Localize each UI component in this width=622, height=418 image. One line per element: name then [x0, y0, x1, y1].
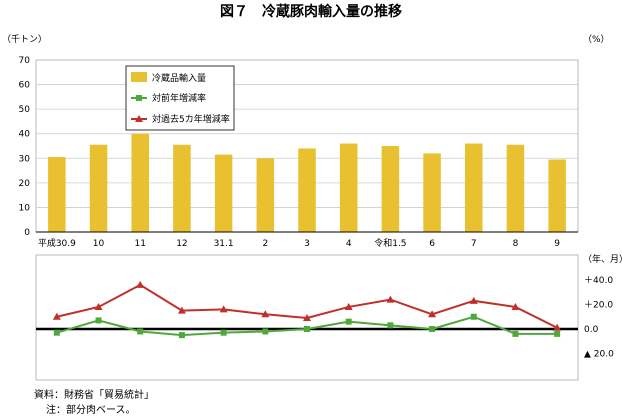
point-yoy-9 [429, 326, 436, 332]
bottom-y-tick-labels: ＋40.0 ＋20.0 0.0 ▲ 20.0 [584, 275, 614, 360]
bottom-panel: ＋40.0 ＋20.0 0.0 ▲ 20.0 [35, 254, 614, 381]
bar-3 [173, 144, 191, 232]
bar-9 [423, 153, 441, 232]
point-yoy-2 [137, 328, 144, 335]
bar-5 [256, 158, 275, 232]
x-tick-label: 6 [429, 239, 435, 249]
point-5yr-7 [344, 302, 353, 310]
bottom-y-tick-label: ＋40.0 [584, 275, 613, 286]
point-5yr-9 [428, 310, 437, 318]
point-yoy-7 [345, 318, 352, 325]
legend-triangle-marker [135, 115, 143, 122]
point-5yr-2 [136, 280, 145, 288]
point-5yr-4 [219, 305, 228, 313]
legend-bar-swatch [131, 72, 147, 82]
point-5yr-6 [303, 313, 311, 321]
point-5yr-0 [52, 312, 61, 320]
legend-label-bar: 冷蔵品輸入量 [152, 72, 206, 84]
point-5yr-3 [177, 306, 186, 314]
chart-title: 図７ 冷蔵豚肉輸入量の推移 [220, 3, 402, 20]
x-tick-label: 2 [262, 239, 268, 249]
x-tick-label: 8 [513, 239, 519, 249]
top-y-tick-label: 70 [19, 56, 31, 66]
x-tick-label: 令和1.5 [374, 237, 406, 249]
point-yoy-0 [53, 329, 60, 336]
point-5yr-12 [553, 323, 562, 331]
point-yoy-4 [220, 329, 227, 336]
bottom-y-tick-label: 0.0 [584, 325, 599, 335]
point-5yr-1 [94, 302, 103, 310]
x-tick-label: 9 [554, 239, 560, 249]
bar-2 [131, 133, 149, 232]
bar-series [48, 133, 566, 232]
bar-0 [48, 157, 66, 232]
point-5yr-8 [386, 295, 395, 303]
top-y-tick-label: 50 [19, 105, 31, 115]
point-yoy-12 [554, 330, 561, 337]
legend-label-5yr: 対過去5カ年増減率 [152, 113, 230, 125]
point-yoy-3 [178, 332, 185, 339]
x-tick-label: 10 [93, 239, 105, 249]
source-note: 資料：財務省「貿易統計」 [34, 388, 154, 401]
point-5yr-11 [511, 302, 520, 310]
point-yoy-5 [262, 328, 269, 335]
bottom-plot-frame [35, 254, 579, 381]
point-yoy-8 [387, 322, 394, 329]
point-yoy-1 [95, 317, 102, 324]
x-tick-label: 平成30.9 [38, 237, 76, 249]
bottom-y-tick-label: ＋20.0 [584, 300, 613, 311]
bar-11 [506, 144, 525, 232]
x-unit-label: （年、月） [583, 253, 622, 265]
top-y-tick-label: 0 [24, 228, 30, 238]
x-tick-label: 4 [346, 239, 352, 249]
point-5yr-5 [261, 310, 270, 318]
top-y-tick-label: 60 [19, 81, 31, 91]
top-y-tick-labels: 0 10 20 30 40 50 60 70 [19, 56, 31, 238]
point-5yr-10 [469, 296, 478, 304]
point-yoy-6 [304, 326, 310, 332]
bar-1 [89, 144, 108, 232]
bar-10 [465, 143, 483, 232]
point-yoy-11 [512, 330, 519, 337]
top-y-tick-label: 10 [19, 203, 31, 213]
footnote: 注：部分肉ベース。 [46, 403, 136, 416]
bottom-y-tick-label: ▲ 20.0 [584, 350, 614, 360]
bar-4 [214, 154, 233, 232]
top-y-tick-label: 40 [19, 130, 31, 140]
x-tick-label: 3 [304, 239, 310, 249]
bottom-y-unit: （%） [583, 34, 610, 45]
legend-label-yoy: 対前年増減率 [152, 92, 206, 104]
legend: 冷蔵品輸入量 対前年増減率 対過去5カ年増減率 [125, 65, 235, 131]
x-tick-label: 11 [135, 239, 146, 249]
top-y-tick-label: 20 [19, 179, 31, 189]
series-line-1 [56, 283, 558, 329]
x-tick-labels: 平成30.9 10 11 12 31.1 2 3 4 令和1.5 6 7 8 9 [38, 237, 560, 249]
bar-7 [339, 143, 358, 232]
bar-6 [298, 148, 316, 232]
x-tick-label: 7 [471, 239, 477, 249]
bar-12 [548, 159, 566, 232]
top-panel: 0 10 20 30 40 50 60 70 平成30.9 10 11 12 31.1 2 3 4 令和1.5… [19, 56, 579, 249]
point-yoy-10 [470, 313, 477, 320]
x-tick-label: 12 [176, 239, 187, 249]
top-y-unit: （千トン） [2, 34, 47, 45]
top-y-tick-label: 30 [19, 154, 31, 164]
bar-8 [381, 146, 400, 232]
x-tick-label: 31.1 [214, 239, 234, 249]
legend-square-marker [136, 95, 142, 101]
line-series [52, 280, 562, 339]
